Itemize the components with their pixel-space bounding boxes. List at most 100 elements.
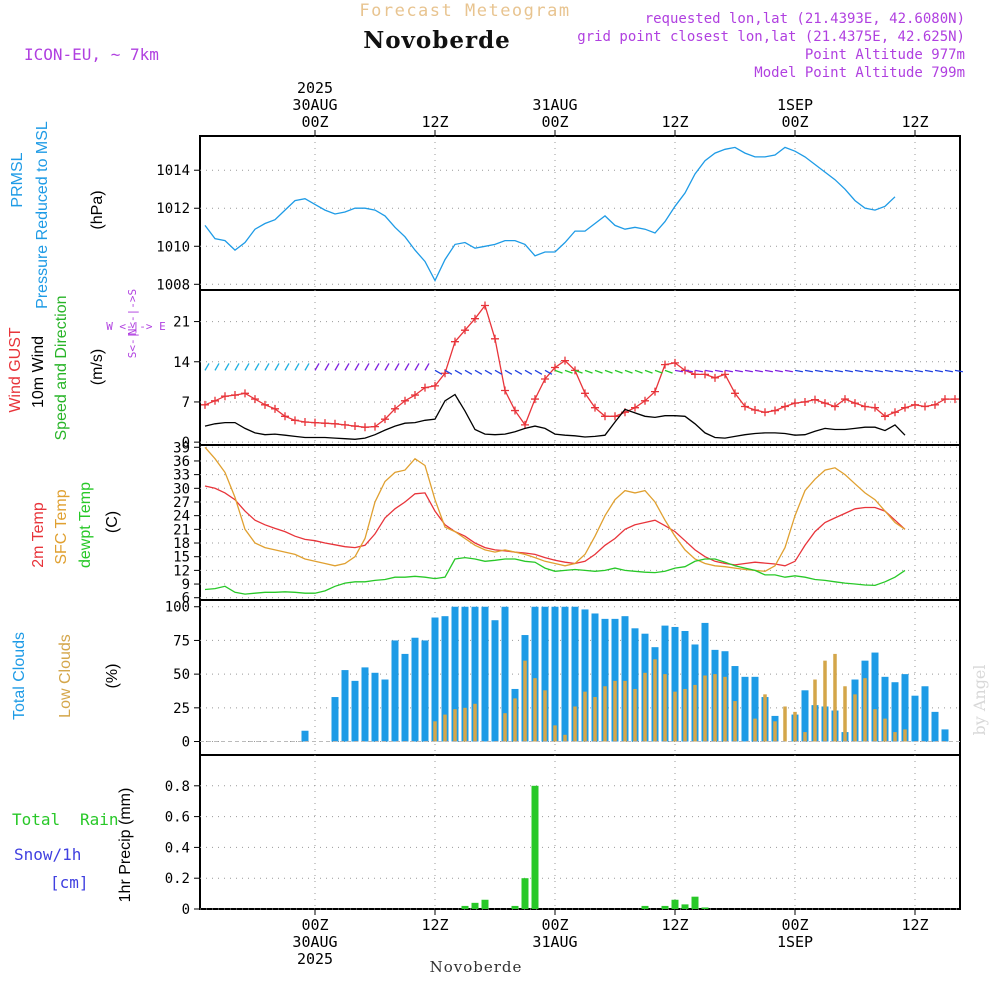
gust-marker <box>331 419 339 428</box>
panel-4: 0 0.2 0.4 0.6 0.8 <box>165 754 961 918</box>
bottom-time-label: 00Z <box>781 916 808 934</box>
credit-watermark: by Angel <box>970 664 989 735</box>
wind-direction-arrow <box>454 369 463 375</box>
low-cloud-bar <box>623 680 627 742</box>
temp-unit: (C) <box>104 511 121 533</box>
series-line-prmsl <box>204 146 896 282</box>
total-cloud-bar <box>391 640 399 742</box>
wind-direction-arrow <box>634 369 643 374</box>
wind-rose-south: S<-| <box>126 332 139 359</box>
low-cloud-bar <box>633 688 637 742</box>
low-cloud-bar <box>673 691 677 742</box>
wind-direction-arrow <box>244 363 250 371</box>
y-tick-label: 0.4 <box>165 840 190 856</box>
y-tick-label: 12 <box>173 563 190 579</box>
wind-direction-arrow <box>284 363 290 371</box>
wind-direction-arrow <box>424 363 430 371</box>
gust-marker <box>631 403 639 412</box>
gust-marker <box>411 391 419 400</box>
gust-marker <box>881 412 889 421</box>
y-tick-label: 7 <box>182 395 190 411</box>
wind-direction-arrow <box>734 369 743 373</box>
panel-frame <box>199 754 961 910</box>
y-tick-label: 0 <box>182 435 190 451</box>
precip-unit: 1hr Precip (mm) <box>117 788 134 903</box>
rain-bar <box>531 785 539 909</box>
panel-0: 1008 1010 1012 1014 <box>156 135 961 293</box>
total-cloud-bar <box>581 609 589 742</box>
wind-direction-arrow <box>944 369 953 373</box>
series-line-2m-temp <box>204 485 906 567</box>
y-tick-label: 25 <box>173 701 190 717</box>
top-time-label: 12Z <box>421 113 448 131</box>
low-cloud-bar <box>453 709 457 742</box>
gust-marker <box>201 400 209 409</box>
low-cloud-bar <box>903 729 907 742</box>
total-cloud-bar <box>911 695 919 742</box>
total-cloud-bar <box>801 690 809 742</box>
total-cloud-bar <box>681 631 689 742</box>
gust-marker <box>571 366 579 375</box>
wind-direction-arrow <box>604 369 613 374</box>
wind-direction-arrow <box>444 369 453 375</box>
gust-marker <box>951 395 959 404</box>
wind-direction-arrow <box>914 369 923 373</box>
gust-marker <box>401 396 409 405</box>
total-cloud-bar <box>941 729 949 742</box>
wind-direction-arrow <box>954 369 963 373</box>
wind-direction-arrow <box>514 369 523 375</box>
top-time-label: 00Z <box>541 113 568 131</box>
prmsl-title: PRMSL <box>9 152 26 207</box>
gust-marker <box>891 408 899 417</box>
wind-rose-west-east: W <-|-> E <box>106 320 166 333</box>
y-tick-label: 1012 <box>156 201 190 217</box>
y-tick-label: 39 <box>173 440 190 456</box>
wind-direction-arrow <box>714 369 723 373</box>
total-cloud-bar <box>921 686 929 742</box>
gust-marker <box>731 389 739 398</box>
gust-marker <box>461 326 469 335</box>
wind-direction-arrow <box>694 369 703 373</box>
low-cloud-bar <box>813 679 817 742</box>
wind-direction-arrow <box>614 369 623 374</box>
low-cloud-bar <box>463 707 467 742</box>
low-cloud-bar <box>833 653 837 742</box>
point-altitude: Point Altitude 977m <box>805 47 965 63</box>
wind-direction-arrow <box>894 369 903 373</box>
low-cloud-bar <box>753 718 757 742</box>
low-cloud-bar <box>693 684 697 742</box>
wind-direction-arrow <box>274 363 280 371</box>
gust-marker <box>501 386 509 395</box>
gust-marker <box>711 373 719 382</box>
rain-bar <box>641 905 649 909</box>
bottom-time-label: 1SEP <box>777 933 813 951</box>
gust-marker <box>581 389 589 398</box>
wind-direction-arrow <box>754 369 763 373</box>
gust-marker <box>281 412 289 421</box>
wind-labels: Wind GUST 10m Wind Speed and Direction (… <box>7 296 106 441</box>
total-cloud-bar <box>931 711 939 742</box>
series-line-sfc-temp <box>204 446 906 572</box>
plot-layer: 1008101010121014071421691215182124273033… <box>156 79 963 968</box>
total-cloud-bar <box>471 606 479 742</box>
top-time-label: 30AUG <box>292 96 337 114</box>
gust-marker <box>781 402 789 411</box>
wind-direction-arrow <box>774 369 783 373</box>
low-cloud-bar <box>523 660 527 742</box>
tsfc-label: SFC Temp <box>53 489 70 564</box>
gust-marker <box>671 358 679 367</box>
total-cloud-bar <box>741 676 749 742</box>
requested-coords: requested lon,lat (21.4393E, 42.6080N) <box>645 11 965 27</box>
y-tick-label: 0 <box>182 735 190 751</box>
y-tick-label: 1008 <box>156 277 190 293</box>
wind-direction-arrow <box>364 363 370 371</box>
low-cloud-bar <box>823 660 827 742</box>
y-tick-label: 9 <box>182 577 190 593</box>
top-time-label: 31AUG <box>532 96 577 114</box>
gust-marker <box>601 412 609 421</box>
y-tick-label: 14 <box>173 355 190 371</box>
clouds-unit: (%) <box>104 664 121 689</box>
series-line-wind-gust <box>204 304 955 428</box>
total-cloud-bar <box>551 606 559 742</box>
y-tick-label: 15 <box>173 550 190 566</box>
